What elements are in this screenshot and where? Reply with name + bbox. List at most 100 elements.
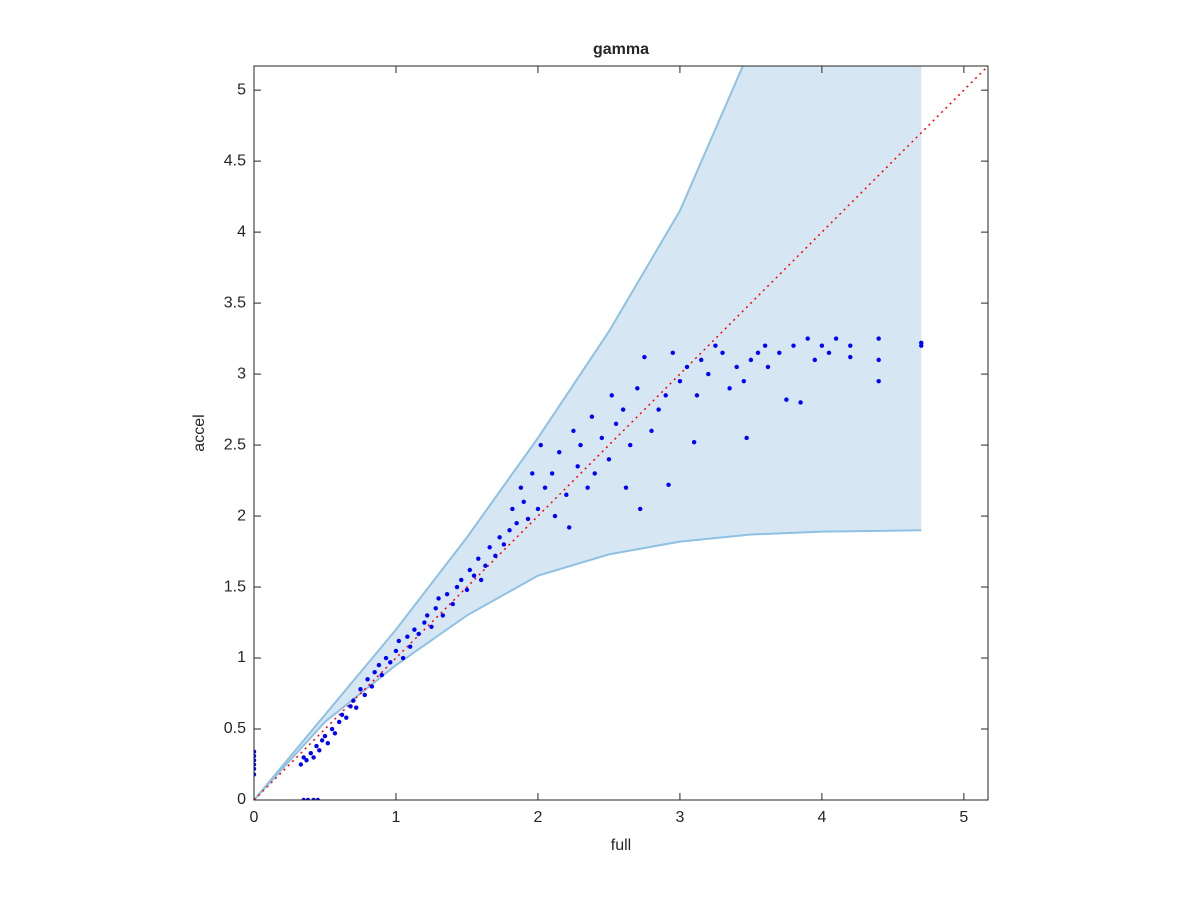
data-point [575, 464, 580, 469]
data-point [706, 371, 711, 377]
data-point [325, 741, 331, 746]
data-point [433, 606, 438, 611]
band-area [254, 66, 922, 800]
data-point [812, 357, 817, 363]
data-point [613, 421, 619, 426]
data-point [383, 655, 389, 661]
data-point [677, 378, 683, 384]
data-point [521, 499, 526, 505]
data-point [440, 613, 446, 618]
y-tick-label: 4 [237, 223, 246, 240]
data-point [322, 733, 328, 739]
y-axis-label: accel [191, 414, 208, 451]
data-point [518, 485, 524, 490]
data-point [497, 535, 502, 540]
data-point [578, 442, 583, 448]
data-point [755, 350, 761, 355]
data-point [791, 343, 796, 348]
data-point [339, 712, 345, 718]
data-point [552, 513, 558, 519]
data-point [459, 577, 464, 583]
data-point [663, 393, 668, 398]
data-point [483, 563, 488, 568]
data-point [599, 435, 605, 441]
data-point [826, 350, 832, 355]
data-point [308, 750, 313, 756]
data-point [379, 672, 384, 678]
data-point [819, 343, 825, 348]
data-point [407, 644, 413, 649]
data-point [311, 755, 316, 760]
y-tick-label: 3 [237, 365, 246, 382]
y-tick-label: 0.5 [224, 720, 246, 737]
y-tick-label: 1.5 [224, 578, 246, 595]
data-point [876, 357, 881, 363]
data-point [530, 471, 535, 476]
data-point [254, 766, 257, 771]
y-tick-label: 2.5 [224, 436, 246, 453]
data-point [694, 393, 700, 398]
data-point [436, 596, 441, 601]
data-point [585, 485, 590, 490]
y-tick-label: 1 [237, 649, 246, 666]
data-point [535, 506, 541, 512]
data-point [400, 655, 406, 661]
data-point [454, 584, 460, 590]
data-point [254, 772, 257, 777]
reference-line [254, 66, 988, 800]
data-point [670, 350, 676, 355]
axes-box [253, 65, 989, 801]
y-tick-label: 3.5 [224, 294, 246, 311]
data-point [467, 567, 472, 573]
data-point [501, 542, 507, 547]
data-point [620, 407, 626, 412]
data-point [254, 758, 257, 763]
data-point [369, 684, 375, 689]
data-point [609, 393, 614, 398]
data-point [666, 482, 671, 488]
data-point [538, 442, 543, 448]
axes: 0 1 2 3 4 5 0 0.5 1 1.5 2 2.5 3 3.5 4 4.5 5 [224, 65, 989, 826]
data-point [699, 357, 704, 363]
data-point [566, 525, 572, 530]
data-point [329, 726, 335, 732]
data-point [589, 414, 595, 419]
data-point [487, 545, 492, 550]
data-point [396, 638, 402, 644]
data-point [762, 343, 768, 348]
data-point [684, 364, 690, 370]
data-point [254, 749, 257, 754]
data-point [354, 705, 359, 710]
data-point [358, 687, 363, 692]
data-point [336, 719, 342, 725]
data-point [510, 506, 515, 512]
data-point [416, 631, 421, 637]
data-point [628, 442, 633, 448]
data-point [623, 485, 629, 490]
data-point [542, 485, 548, 490]
data-point [642, 354, 647, 360]
data-point [471, 573, 477, 578]
data-point [720, 350, 725, 355]
data-point [635, 386, 640, 391]
data-point [557, 449, 562, 455]
data-point [691, 440, 697, 445]
data-point [317, 748, 322, 753]
data-point [507, 528, 512, 533]
data-point [422, 620, 427, 625]
data-point [344, 715, 349, 720]
data-point [450, 601, 455, 607]
data-point [741, 378, 747, 384]
data-point [748, 357, 754, 363]
data-point [351, 698, 356, 703]
x-tick-label: 5 [959, 809, 968, 826]
x-tick-label: 4 [817, 809, 826, 826]
data-point [388, 660, 393, 665]
data-point [606, 457, 612, 462]
x-axis-label: full [611, 837, 631, 854]
data-point [848, 343, 853, 348]
data-point [525, 516, 531, 522]
data-point [744, 435, 749, 441]
x-tick-label: 3 [675, 809, 684, 826]
y-tick-label: 4.5 [224, 152, 246, 169]
